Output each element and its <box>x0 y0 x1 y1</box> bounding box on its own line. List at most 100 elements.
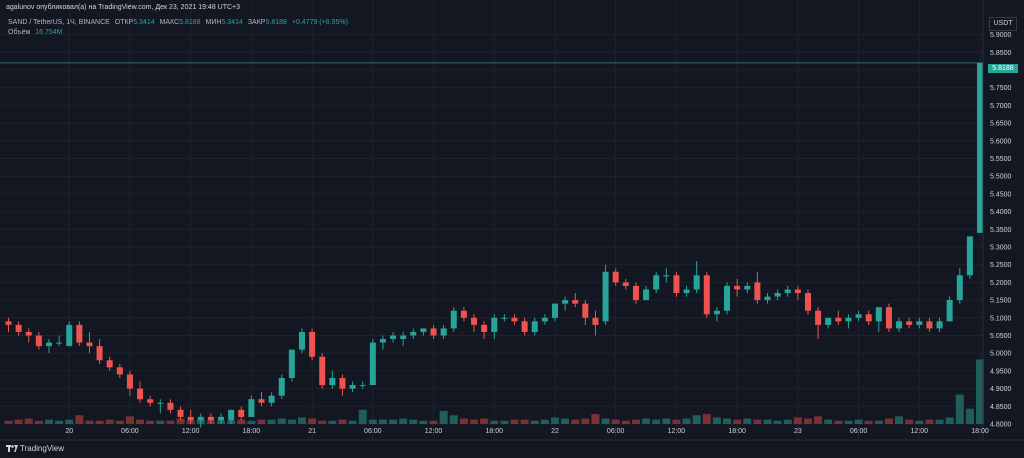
candle-body <box>76 324 83 343</box>
volume-bar <box>24 418 33 424</box>
volume-bar <box>75 415 84 424</box>
volume-bar <box>601 418 610 424</box>
price-tick-label: 5.4000 <box>990 209 1012 216</box>
high-label: МАКС <box>159 19 180 26</box>
volume-bar <box>895 416 904 424</box>
volume-bar <box>338 419 347 424</box>
volume-bar <box>834 420 843 424</box>
volume-bar <box>257 419 266 424</box>
low-value: 5.3414 <box>221 19 243 26</box>
time-tick-label: 12:00 <box>668 428 686 435</box>
volume-bar <box>105 419 114 424</box>
volume-legend[interactable]: Объём 16.754М <box>8 29 63 36</box>
time-tick-label: 06:00 <box>607 428 625 435</box>
currency-unit-button[interactable]: USDT <box>989 17 1017 31</box>
volume-bar <box>733 419 742 424</box>
volume-bar <box>136 419 145 424</box>
candle-body <box>126 374 133 389</box>
candle-body <box>501 317 508 319</box>
price-tick-label: 5.5000 <box>990 174 1012 181</box>
candle-body <box>896 321 903 329</box>
candle-body <box>622 282 629 286</box>
tradingview-logo[interactable]: TradingView <box>6 444 64 453</box>
volume-bar <box>763 419 772 424</box>
price-candles <box>5 62 984 428</box>
volume-bar <box>773 420 782 424</box>
price-tick-label: 5.3500 <box>990 227 1012 234</box>
candle-body <box>359 385 366 387</box>
tradingview-brand: TradingView <box>20 444 65 453</box>
candle-body <box>187 416 194 421</box>
volume-bar <box>34 420 43 424</box>
candle-body <box>471 317 478 325</box>
volume-label: Объём <box>8 29 31 36</box>
candle-body <box>551 303 558 318</box>
candle-body <box>228 409 235 421</box>
tradingview-logo-icon <box>6 445 18 453</box>
time-tick-label: 18:00 <box>485 428 503 435</box>
candle-body <box>309 331 316 357</box>
candle-body <box>865 314 872 322</box>
candle-body <box>45 342 52 347</box>
candle-body <box>420 328 427 332</box>
candle-body <box>400 335 407 340</box>
volume-bar <box>611 419 620 424</box>
time-tick-label: 18:00 <box>728 428 746 435</box>
published-info: agalunov опубликовал(а) на TradingView.c… <box>6 4 241 11</box>
volume-bar <box>854 419 863 424</box>
volume-bar <box>945 417 954 424</box>
candle-body <box>349 385 356 389</box>
volume-bar <box>449 415 458 424</box>
volume-bar <box>723 418 732 424</box>
candle-body <box>764 296 771 301</box>
symbol-legend[interactable]: SAND / TetherUS, 1Ч, BINANCE ОТКР5.3414 … <box>8 19 348 26</box>
price-tick-label: 4.9000 <box>990 386 1012 393</box>
volume-bar <box>844 420 853 424</box>
candle-body <box>956 275 963 301</box>
volume-bar <box>490 420 499 424</box>
volume-bar <box>530 420 539 424</box>
price-tick-label: 5.5500 <box>990 156 1012 163</box>
time-tick-label: 06:00 <box>364 428 382 435</box>
volume-bar <box>884 418 893 424</box>
candle-body <box>815 310 822 325</box>
volume-bar <box>905 419 914 424</box>
volume-bar <box>389 419 398 424</box>
volume-bar <box>682 418 691 424</box>
candle-body <box>582 303 589 318</box>
candle-body <box>460 310 467 318</box>
price-axis[interactable]: 4.8000 4.8500 4.9000 4.9500 5.0000 5.0500 5.10… <box>990 32 1012 428</box>
volume-bar <box>470 419 479 424</box>
volume-bar <box>510 419 519 424</box>
candle-body <box>663 275 670 277</box>
candle-body <box>683 289 690 294</box>
candle-body <box>167 402 174 410</box>
volume-bar <box>125 416 134 424</box>
volume-bar <box>328 420 337 424</box>
candle-body <box>643 289 650 301</box>
candle-body <box>946 300 953 322</box>
candle-body <box>137 388 144 400</box>
candle-body <box>491 317 498 332</box>
volume-bar <box>85 420 94 424</box>
volume-bar <box>176 418 185 424</box>
candle-body <box>562 300 569 304</box>
volume-bar <box>631 419 640 424</box>
time-axis[interactable]: 20 06:00 12:00 18:00 21 06:00 12:00 18:00 22 06:0… <box>65 428 989 435</box>
volume-bar <box>561 418 570 424</box>
candle-body <box>268 395 275 403</box>
volume-bar <box>4 420 13 424</box>
volume-bar <box>429 420 438 424</box>
volume-bar <box>642 418 651 424</box>
time-tick-label: 12:00 <box>911 428 929 435</box>
candle-body <box>734 285 741 290</box>
volume-bar <box>480 418 489 424</box>
candle-body <box>906 321 913 325</box>
candle-body <box>673 275 680 294</box>
volume-bar <box>166 420 175 424</box>
candle-body <box>106 360 113 368</box>
candle-body <box>56 342 63 344</box>
volume-bar <box>803 418 812 424</box>
candle-body <box>369 342 376 386</box>
